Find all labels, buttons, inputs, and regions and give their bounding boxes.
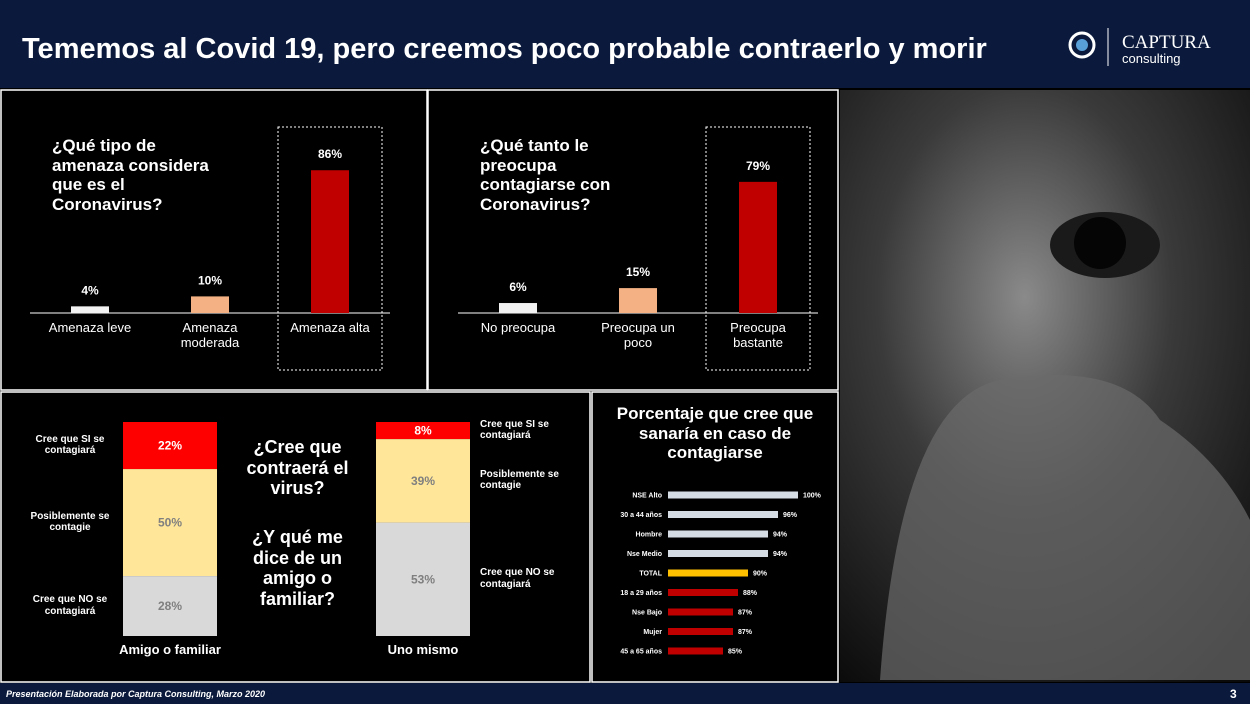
category-label: NSE Alto [632,493,662,500]
question-text: ¿Cree que contraerá el virus? [246,437,349,499]
value-label: 50% [158,516,182,530]
category-label: TOTAL [639,571,662,578]
legend-label: Cree que NO se contagiará [480,567,555,590]
value-label: 90% [753,571,768,578]
legend-label: Posiblemente se contagie [30,510,110,534]
photo-iris [1074,217,1126,269]
bar [668,589,738,596]
bar [668,491,798,499]
value-label: 4% [81,283,99,297]
logo-name: CAPTURA [1122,32,1211,53]
value-label: 86% [318,147,342,161]
value-label: 100% [803,493,822,500]
chart-title: ¿Qué tipo de amenaza considera que es el… [52,136,209,214]
value-label: 22% [158,439,182,453]
value-label: 94% [773,532,788,539]
category-label: Nse Medio [627,551,662,558]
stack-segment [123,469,217,577]
legend-label: Cree que NO se contagiará [32,594,108,617]
value-label: 87% [738,610,753,617]
category-label: Amenaza alta [290,320,370,335]
category-label: 45 a 65 años [620,649,662,656]
logo-sub: consulting [1122,51,1181,66]
category-label: 30 a 44 años [620,512,662,519]
bar [668,511,778,518]
bar [311,170,349,313]
footer-text: Presentación Elaborada por Captura Consu… [6,689,265,699]
category-label: Nse Bajo [632,610,662,617]
stack-segment [376,522,470,636]
value-label: 15% [626,265,650,279]
value-label: 87% [738,629,753,636]
chart-title: Porcentaje que cree que sanaría en caso … [616,404,814,463]
panel-borders [0,89,839,683]
value-label: 79% [746,159,770,173]
stack-segment [376,422,470,440]
highlight-box [705,126,811,371]
highlight-box [277,126,383,371]
bar [668,530,768,538]
slide-title: Tememos al Covid 19, pero creemos poco p… [22,33,987,65]
bar [739,181,777,313]
category-label: 18 a 29 años [620,590,662,597]
logo-icon [1068,28,1109,66]
value-label: 53% [411,572,435,586]
legend-label: Cree que SI se contagiará [35,433,105,457]
value-label: 85% [728,649,743,656]
stack-segment [123,422,217,470]
bar [668,608,733,616]
value-label: 28% [158,599,182,613]
stack-segment [123,576,217,636]
chart-title: ¿Qué tanto le preocupa contagiarse con C… [480,136,611,214]
legend-label: Cree que SI se contagiará [480,418,549,442]
bar [668,647,723,655]
category-label: No preocupa [480,320,556,335]
legend-label: Posiblemente se contagie [480,468,559,492]
value-label: 96% [783,512,798,519]
bar [668,550,768,557]
category-label: Uno mismo [387,642,459,657]
bar [191,296,229,313]
bar [71,306,109,313]
category-label: Amenaza leve [48,320,132,335]
photo-hand [880,375,1250,680]
category-label: Preocupa un poco [601,320,675,350]
footer-bar [0,683,1250,704]
category-label: Amigo o familiar [119,642,221,657]
question-text: ¿Y qué me dice de un amigo o familiar? [252,527,343,610]
header-bar [0,0,1250,88]
value-label: 88% [743,590,758,597]
category-label: Mujer [643,629,662,636]
stack-segment [376,439,470,523]
bar [499,303,537,313]
value-label: 8% [414,424,432,438]
value-label: 94% [773,551,788,558]
value-label: 10% [198,273,222,287]
bar [668,569,748,577]
category-label: Preocupa bastante [730,320,786,350]
page-number: 3 [1230,687,1237,701]
bar [668,628,733,635]
value-label: 39% [411,474,435,488]
value-label: 6% [509,280,527,294]
bar [619,288,657,313]
category-label: Hombre [636,532,663,539]
category-label: Amenaza moderada [180,320,240,350]
